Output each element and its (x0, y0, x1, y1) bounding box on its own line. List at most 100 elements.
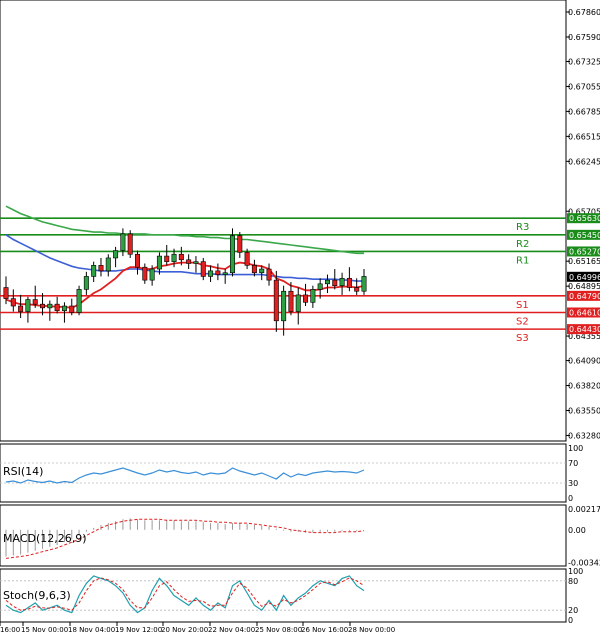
candle-down (332, 279, 338, 286)
level-price-box (567, 229, 600, 240)
candle-down (69, 305, 75, 313)
level-price-box (567, 324, 600, 335)
level-price-label: 0.65450 (569, 231, 600, 240)
level-price-label: 0.64430 (569, 325, 600, 334)
candle-down (200, 261, 206, 277)
candle-down (135, 253, 141, 268)
macd-signal-line (5, 518, 365, 559)
y-tick-label: 0.64355 (568, 332, 600, 341)
candle-up (156, 255, 162, 270)
candle-down (244, 252, 250, 266)
candle-down (303, 294, 309, 303)
candle-down (18, 305, 24, 312)
stoch-label: Stoch(9,6,3) (3, 589, 71, 602)
y-tick-label: 0.64090 (568, 357, 600, 366)
candle-down (40, 303, 46, 309)
candle-up (61, 305, 67, 311)
y-tick-label: 0.63280 (568, 431, 600, 440)
level-price-box (567, 307, 600, 318)
pane-macd (0, 504, 567, 567)
y-tick-label: 0.67860 (568, 8, 600, 17)
candle-up (193, 261, 199, 264)
candle-up (361, 276, 367, 292)
candle-up (149, 268, 155, 281)
x-tick-label: 28 Nov 00:00 (348, 626, 395, 634)
moving-average-green (5, 205, 364, 255)
rsi-label: RSI(14) (3, 465, 43, 478)
x-tick-label: 25 Nov 08:00 (255, 626, 302, 634)
level-name-s2: S2 (516, 316, 529, 327)
rsi-tick-label: 0 (568, 494, 573, 503)
level-name-r2: R2 (516, 239, 529, 250)
level-name-s1: S1 (516, 300, 529, 311)
y-tick-label: 0.65705 (568, 207, 600, 216)
rsi-tick-label: 100 (568, 444, 583, 453)
macd-label: MACD(12,26,9) (3, 532, 87, 545)
candle-down (164, 255, 170, 262)
candle-down (98, 265, 104, 272)
candle-down (186, 259, 192, 264)
level-price-box (567, 290, 600, 301)
rsi-tick-label: 70 (568, 459, 578, 468)
candle-up (281, 290, 287, 322)
level-price-label: 0.64790 (569, 292, 600, 301)
stoch-tick-label: 20 (568, 606, 578, 615)
candle-up (47, 303, 53, 309)
candle-down (237, 235, 243, 253)
candle-down (288, 290, 294, 312)
level-price-label: 0.65630 (569, 214, 600, 223)
candle-up (171, 253, 177, 262)
level-price-label: 0.64610 (569, 308, 600, 317)
candle-down (273, 279, 279, 322)
rsi-tick-label: 30 (568, 479, 578, 488)
current-price-label: 0.64996 (569, 273, 600, 282)
stoch-k-line (5, 575, 365, 614)
candle-up (259, 268, 265, 274)
candle-up (339, 277, 345, 286)
candle-down (354, 287, 360, 292)
y-tick-label: 0.64895 (568, 282, 600, 291)
candle-up (295, 294, 301, 312)
candle-up (317, 283, 323, 290)
y-tick-label: 0.63820 (568, 382, 600, 391)
x-tick-label: 18 Nov 04:00 (68, 626, 115, 634)
level-price-box (567, 246, 600, 257)
macd-tick-label: 0.00 (568, 526, 586, 535)
candle-down (178, 253, 184, 261)
candle-down (346, 277, 352, 288)
candle-up (83, 276, 89, 290)
stoch-tick-label: 100 (568, 567, 583, 576)
x-tick-label: 19 Nov 12:00 (115, 626, 162, 634)
x-tick-label: 16:00 (0, 626, 20, 634)
candle-up (208, 270, 214, 277)
level-name-r3: R3 (516, 222, 529, 233)
candle-down (251, 265, 257, 274)
stoch-tick-label: 80 (568, 577, 578, 586)
level-name-r1: R1 (516, 255, 529, 266)
candle-down (266, 268, 272, 281)
pane-main (0, 0, 567, 442)
y-tick-label: 0.66785 (568, 107, 600, 116)
level-price-box (567, 213, 600, 224)
level-price-label: 0.65270 (569, 247, 600, 256)
candle-up (229, 235, 235, 274)
candle-down (215, 270, 221, 275)
candle-down (127, 233, 133, 255)
stoch-tick-label: 0 (568, 616, 573, 625)
current-price-box (567, 271, 600, 282)
moving-average-blue (5, 234, 364, 282)
candle-up (76, 289, 82, 313)
x-tick-label: 20 Nov 20:00 (161, 626, 208, 634)
level-name-s3: S3 (516, 333, 529, 344)
x-tick-label: 22 Nov 04:00 (208, 626, 255, 634)
candle-up (105, 257, 111, 272)
y-tick-label: 0.63550 (568, 406, 600, 415)
y-tick-label: 0.65165 (568, 257, 600, 266)
y-tick-label: 0.67590 (568, 33, 600, 42)
macd-tick-label: 0.002171 (568, 505, 600, 514)
x-tick-label: 26 Nov 16:00 (301, 626, 348, 634)
candle-up (324, 279, 330, 285)
candle-up (310, 289, 316, 303)
